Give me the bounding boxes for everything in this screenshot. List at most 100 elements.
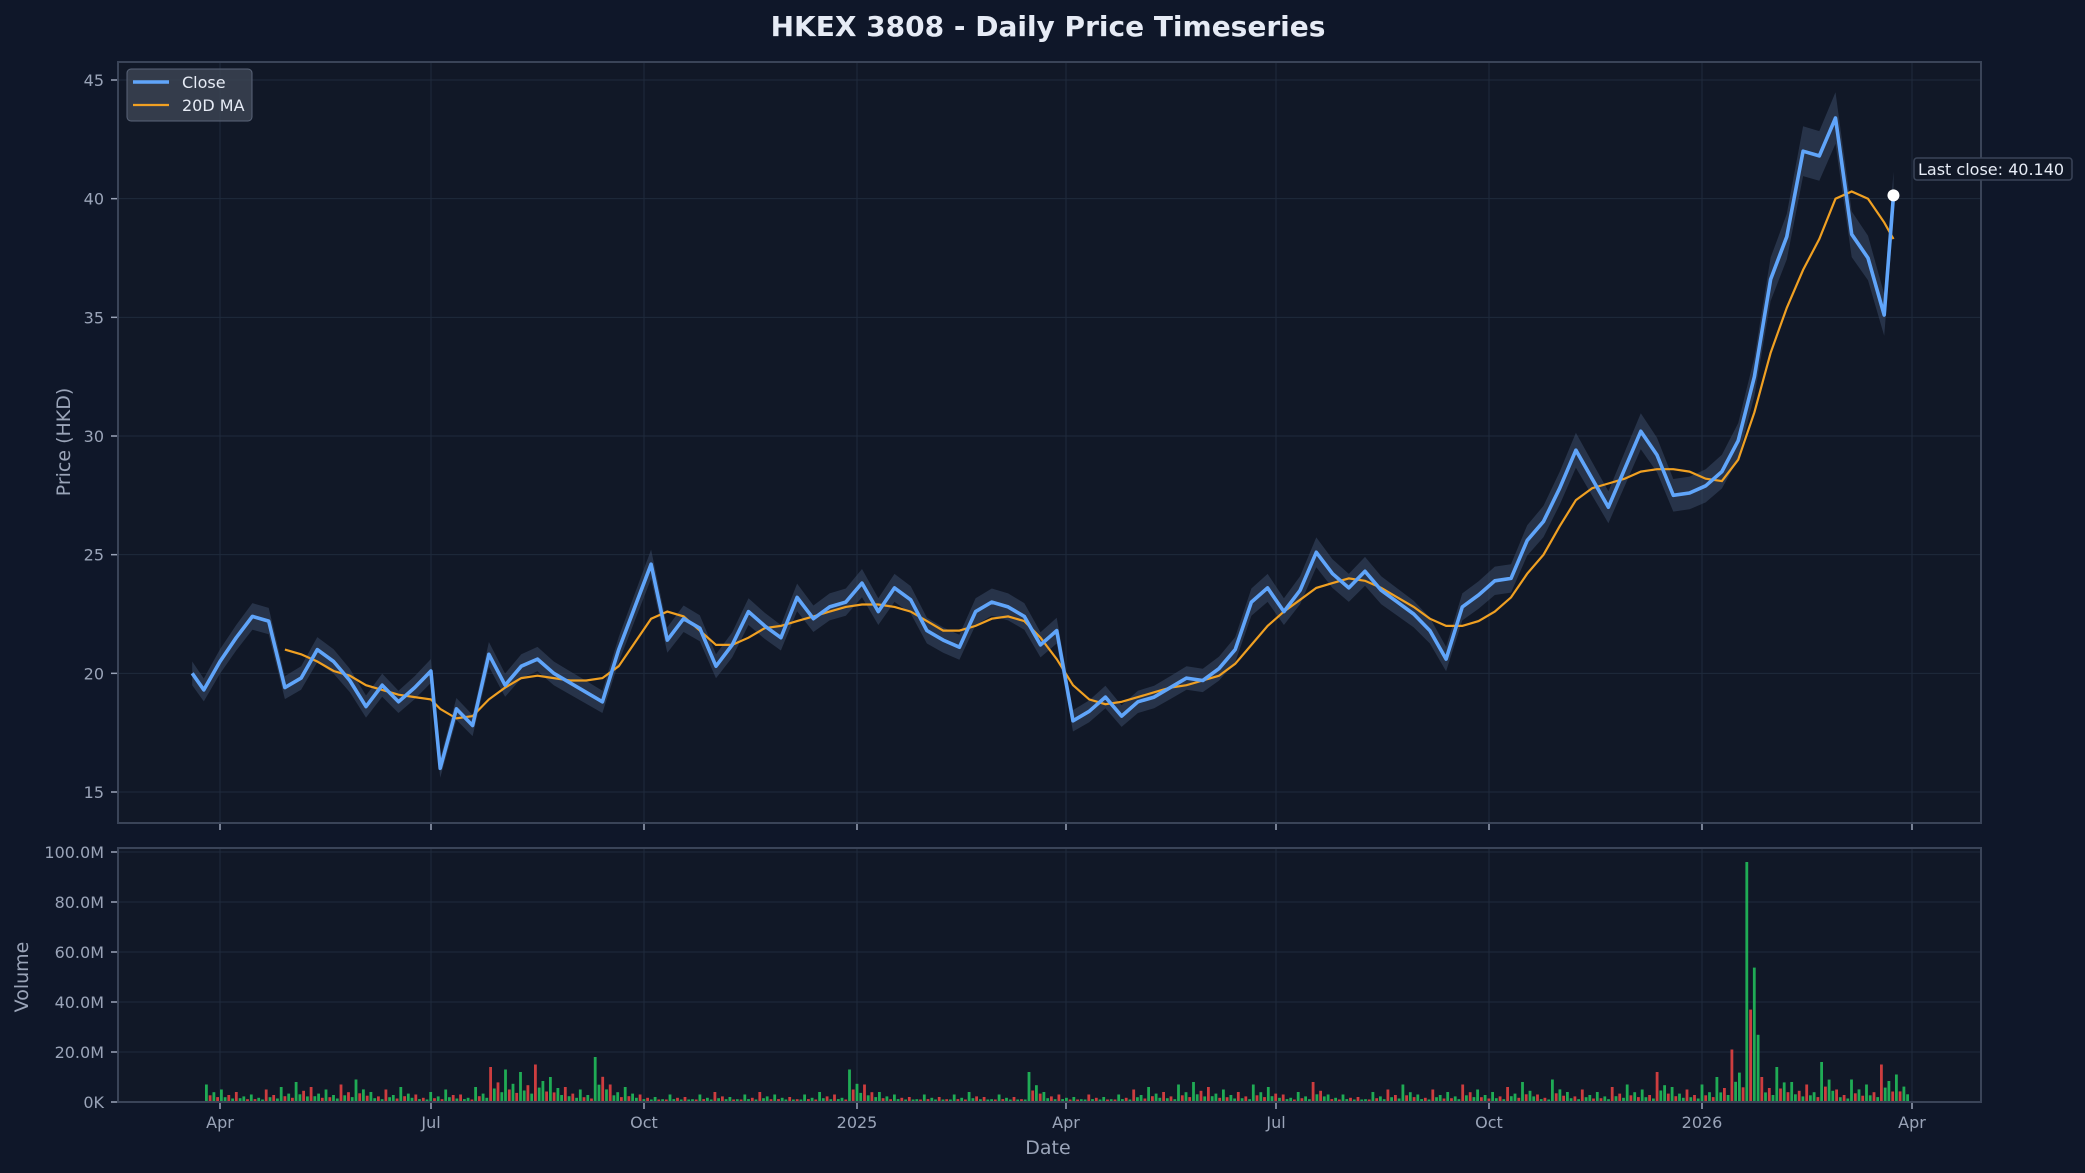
volume-bar [1678,1093,1681,1102]
volume-bar [1850,1079,1853,1102]
volume-bar [1420,1099,1423,1102]
volume-bar [433,1098,436,1102]
volume-bar [1622,1097,1625,1102]
volume-bar [911,1099,915,1102]
volume-bar [1625,1084,1629,1102]
volume-bar [1689,1097,1693,1102]
volume-bar [739,1099,743,1102]
volume-bar [549,1077,552,1102]
volume-bar [205,1084,208,1102]
volume-bar [1427,1099,1431,1102]
volume-bar [1465,1095,1468,1102]
volume-bar [1050,1096,1053,1102]
volume-bar [642,1099,646,1102]
volume-bar [664,1099,668,1102]
volume-bar [657,1099,661,1102]
volume-bar [1001,1099,1005,1102]
volume-bar [713,1092,717,1102]
volume-bar [1094,1097,1098,1102]
volume-bar [575,1097,578,1102]
volume-bar [272,1095,276,1102]
volume-bar [874,1097,878,1102]
volume-bar [1786,1092,1790,1102]
volume-bar [724,1099,728,1102]
x-tick-label: Oct [630,1113,658,1132]
volume-bar [556,1088,560,1102]
x-tick-label: Apr [206,1113,234,1132]
volume-bar [975,1096,978,1102]
volume-bar [893,1094,896,1102]
volume-bar [1023,1099,1027,1102]
volume-bar [294,1082,298,1102]
volume-bar [1637,1097,1640,1102]
price-panel: 15 20 25 30 35 40 45 Price (HKD) [53,61,1982,830]
volume-bar [1027,1072,1031,1102]
volume-bar [474,1087,477,1102]
volume-bar [1180,1095,1184,1102]
volume-bar [979,1099,982,1102]
volume-bar [1326,1094,1330,1102]
volume-bars [205,862,1909,1102]
volume-bar [807,1099,810,1102]
volume-bar [960,1097,964,1102]
volume-bar [1723,1088,1726,1102]
volume-bar [1296,1092,1300,1102]
volume-bar [552,1092,556,1102]
volume-bar [1222,1089,1225,1102]
volume-bar [1902,1086,1906,1102]
volume-bar [754,1099,758,1102]
price-y-ticks: 15 20 25 30 35 40 45 [84,71,118,802]
volume-bar [1487,1098,1491,1102]
volume-bar [1038,1093,1042,1102]
volume-bar [1782,1082,1786,1102]
volume-bar [1431,1089,1435,1102]
volume-bar [1379,1096,1382,1102]
volume-bar [1663,1085,1666,1102]
volume-bar [377,1096,380,1102]
price-gridlines [118,62,1981,823]
volume-bar [298,1094,302,1102]
volume-bar [414,1094,418,1102]
volume-bar [1345,1099,1349,1102]
volume-bar [1472,1097,1476,1102]
volume-bar [1797,1090,1801,1102]
volume-bar [788,1097,792,1102]
last-close-marker [1887,189,1900,202]
volume-bar [1020,1099,1023,1102]
volume-bar [1274,1093,1278,1102]
volume-bar [335,1098,339,1102]
volume-bar [986,1099,990,1102]
volume-bar [369,1092,373,1102]
volume-bar [964,1099,967,1102]
volume-bar [1551,1079,1554,1102]
volume-bar [1012,1097,1016,1102]
price-axis-label: Price (HKD) [53,388,75,497]
last-close-annotation: Last close: 40.140 [1913,157,2073,181]
volume-bar [1435,1097,1438,1102]
volume-bar [1162,1092,1165,1102]
price-axes-border [117,61,1982,824]
volume-bar [1442,1098,1446,1102]
volume-bar [990,1099,993,1102]
volume-bar [687,1099,691,1102]
x-tick-label: Jul [420,1113,440,1132]
volume-bar [343,1095,347,1102]
volume-bar [1079,1099,1083,1102]
volume-bar [1835,1089,1838,1102]
volume-bar [1562,1095,1565,1102]
volume-bar [762,1098,765,1102]
volume-axes-background [118,848,1981,1102]
volume-bar [668,1094,672,1102]
volume-bar [1812,1092,1816,1102]
volume-bar [1322,1096,1326,1102]
volume-bar [1693,1095,1696,1102]
volume-bar [1109,1099,1113,1102]
volume-bar [1016,1099,1020,1102]
volume-bar [605,1089,608,1102]
volume-bar [1270,1096,1274,1102]
volume-bar [1289,1097,1293,1102]
volume-bar [1610,1087,1614,1102]
volume-bar [1532,1096,1536,1102]
volume-bar [1700,1084,1704,1102]
